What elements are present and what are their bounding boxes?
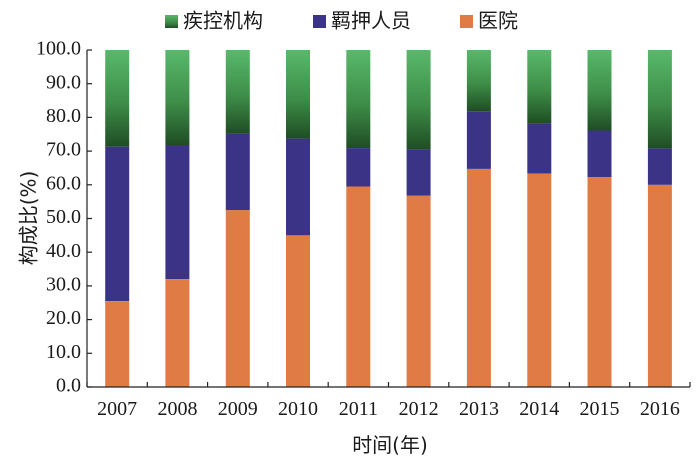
bar-hospital-2011: [346, 186, 371, 387]
x-tick-label-2008: 2008: [157, 398, 197, 420]
y-tick-label: 30.0: [46, 273, 81, 295]
bar-detainees-2011: [346, 148, 371, 187]
bar-detainees-2012: [406, 149, 431, 196]
bar-cdc-2015: [587, 50, 612, 131]
bar-cdc-2011: [346, 50, 371, 149]
legend-label-hospital: 医院: [478, 9, 518, 33]
bar-cdc-2007: [105, 50, 130, 147]
bar-cdc-2009: [225, 50, 250, 134]
y-tick-label: 100.0: [36, 38, 81, 60]
y-tick-label: 70.0: [46, 139, 81, 161]
x-tick-label-2016: 2016: [640, 398, 680, 420]
axes: 0.0 10.0 20.0 30.0 40.0 50.0 60.0 70.0 80.0 90.0 1…: [36, 38, 691, 420]
bar-hospital-2010: [286, 235, 310, 387]
bar-hospital-2014: [527, 173, 552, 387]
legend-swatch-hospital: [460, 15, 473, 28]
bar-cdc-2012: [406, 50, 431, 150]
legend-label-detainees: 羁押人员: [331, 9, 411, 33]
bar-hospital-2007: [105, 301, 130, 387]
legend-label-cdc: 疾控机构: [183, 9, 263, 33]
x-tick-label-2010: 2010: [278, 398, 318, 420]
bar-detainees-2007: [105, 146, 130, 301]
x-tick-label-2015: 2015: [580, 398, 620, 420]
x-tick-label-2011: 2011: [339, 398, 378, 420]
legend: 疾控机构 羁押人员 医院: [165, 9, 518, 33]
legend-swatch-cdc: [165, 15, 178, 28]
bar-detainees-2009: [225, 133, 250, 211]
legend-swatch-detainees: [313, 15, 326, 28]
x-tick-label-2009: 2009: [218, 398, 258, 420]
y-tick-label: 0.0: [56, 375, 81, 397]
x-axis-title: 时间(年): [352, 433, 428, 457]
bar-detainees-2013: [466, 111, 491, 169]
x-tick-label-2007: 2007: [97, 398, 137, 420]
bar-detainees-2014: [527, 123, 552, 174]
y-tick-label: 90.0: [46, 71, 81, 93]
y-tick-label: 50.0: [46, 206, 81, 228]
bars: [105, 50, 672, 387]
y-tick-label: 60.0: [46, 172, 81, 194]
bar-hospital-2009: [225, 210, 250, 387]
bar-detainees-2008: [165, 145, 190, 280]
y-tick-label: 40.0: [46, 240, 81, 262]
bar-cdc-2010: [286, 50, 310, 139]
bar-cdc-2013: [466, 50, 491, 112]
bar-cdc-2008: [165, 50, 190, 145]
bar-detainees-2016: [647, 148, 672, 185]
x-tick-label-2013: 2013: [459, 398, 499, 420]
bar-hospital-2015: [587, 177, 612, 387]
bar-cdc-2014: [527, 50, 552, 124]
x-tick-label-2014: 2014: [519, 398, 559, 420]
bar-hospital-2016: [647, 184, 672, 387]
bar-hospital-2013: [466, 169, 491, 387]
y-tick-label: 10.0: [46, 341, 81, 363]
bar-detainees-2015: [587, 130, 612, 177]
bar-cdc-2016: [647, 50, 672, 149]
bar-hospital-2008: [165, 279, 190, 387]
y-tick-label: 80.0: [46, 105, 81, 127]
x-tick-label-2012: 2012: [399, 398, 439, 420]
bar-hospital-2012: [406, 195, 431, 387]
y-tick-label: 20.0: [46, 307, 81, 329]
y-axis-title: 构成比(%): [17, 171, 41, 266]
bar-detainees-2010: [286, 138, 310, 236]
